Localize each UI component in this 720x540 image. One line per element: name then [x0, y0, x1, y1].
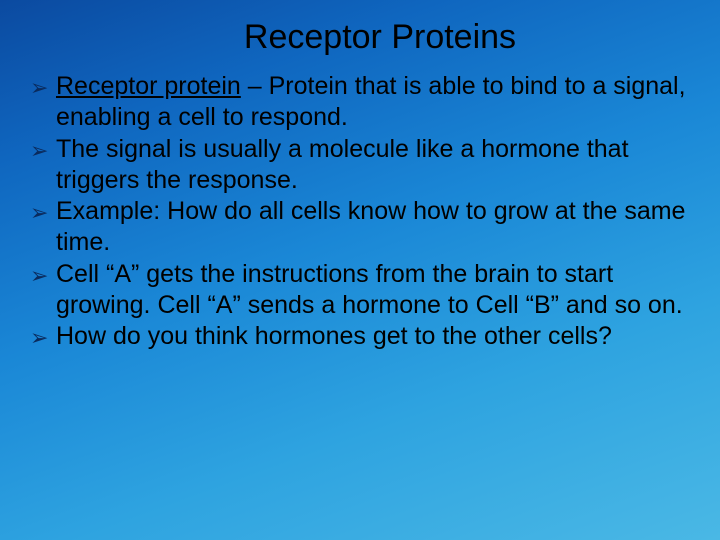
slide-body: ➢ Receptor protein – Protein that is abl… [30, 71, 690, 353]
bullet-item: ➢ Receptor protein – Protein that is abl… [30, 71, 690, 134]
slide: Receptor Proteins ➢ Receptor protein – P… [0, 0, 720, 540]
chevron-right-icon: ➢ [30, 71, 56, 103]
bullet-text: How do you think hormones get to the oth… [56, 321, 690, 352]
bullet-text: Cell “A” gets the instructions from the … [56, 259, 690, 322]
defined-term: Receptor protein [56, 72, 241, 100]
bullet-text: The signal is usually a molecule like a … [56, 134, 690, 197]
bullet-item: ➢ Cell “A” gets the instructions from th… [30, 259, 690, 322]
chevron-right-icon: ➢ [30, 321, 56, 353]
bullet-item: ➢ The signal is usually a molecule like … [30, 134, 690, 197]
bullet-item: ➢ Example: How do all cells know how to … [30, 196, 690, 259]
chevron-right-icon: ➢ [30, 134, 56, 166]
chevron-right-icon: ➢ [30, 259, 56, 291]
chevron-right-icon: ➢ [30, 196, 56, 228]
bullet-text: Receptor protein – Protein that is able … [56, 71, 690, 134]
bullet-text: Example: How do all cells know how to gr… [56, 196, 690, 259]
slide-title: Receptor Proteins [70, 18, 690, 57]
bullet-item: ➢ How do you think hormones get to the o… [30, 321, 690, 353]
